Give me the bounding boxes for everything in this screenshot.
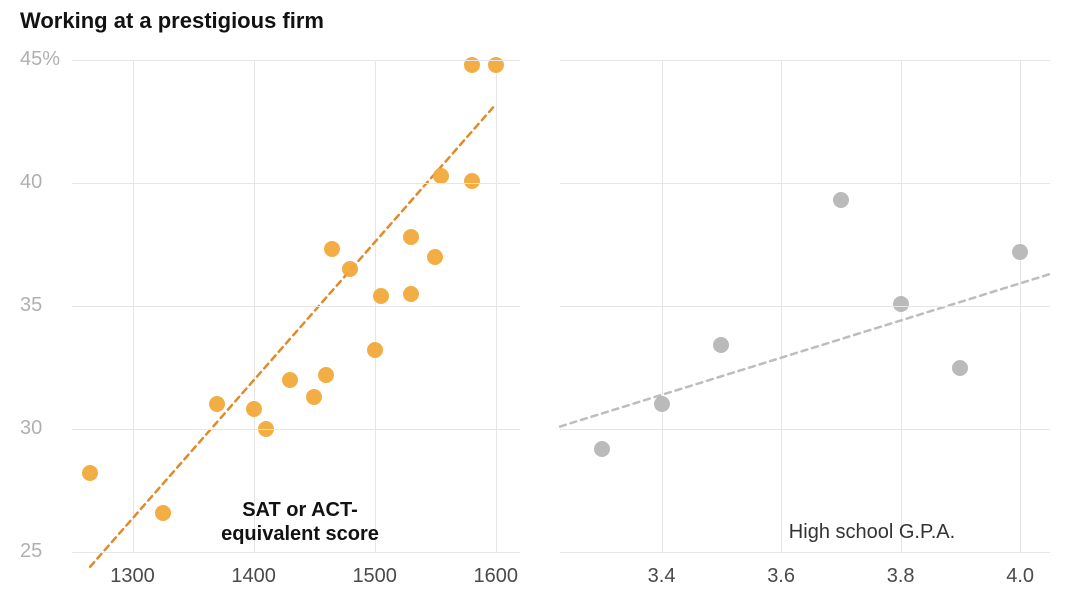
gridline-h	[560, 429, 1050, 430]
gridline-h	[72, 552, 520, 553]
x-tick-label: 3.6	[767, 565, 795, 588]
y-tick-label: 25	[20, 540, 42, 563]
chart-stage: Working at a prestigious firm 1300140015…	[0, 0, 1080, 601]
gridline-h	[72, 183, 520, 184]
scatter-point-gpa	[654, 396, 670, 412]
y-tick-label: 40	[20, 171, 42, 194]
x-axis-label-sat-line1: SAT or ACT-	[242, 499, 358, 521]
gridline-h	[560, 552, 1050, 553]
gridline-h	[72, 429, 520, 430]
y-tick-label: 35	[20, 294, 42, 317]
x-axis-label-sat-line2: equivalent score	[221, 523, 379, 545]
x-tick-label: 3.8	[887, 565, 915, 588]
scatter-panel-gpa: 3.4 3.6 3.8 4.0	[0, 0, 1080, 601]
scatter-point-gpa	[594, 441, 610, 457]
gridline-h	[72, 60, 520, 61]
x-axis-label-gpa: High school G.P.A.	[789, 520, 955, 544]
gridline-h	[560, 183, 1050, 184]
trendline-gpa	[0, 0, 1080, 601]
x-tick-label: 3.4	[648, 565, 676, 588]
gridline-h	[560, 60, 1050, 61]
scatter-point-gpa	[893, 296, 909, 312]
scatter-point-gpa	[952, 360, 968, 376]
gridline-h	[560, 306, 1050, 307]
scatter-point-gpa	[833, 192, 849, 208]
scatter-point-gpa	[713, 337, 729, 353]
x-tick-label: 4.0	[1006, 565, 1034, 588]
y-tick-label: 30	[20, 417, 42, 440]
gridline-h	[72, 306, 520, 307]
x-axis-label-sat: SAT or ACT- equivalent score	[221, 498, 379, 546]
scatter-point-gpa	[1012, 244, 1028, 260]
y-tick-label: 45%	[20, 48, 60, 71]
